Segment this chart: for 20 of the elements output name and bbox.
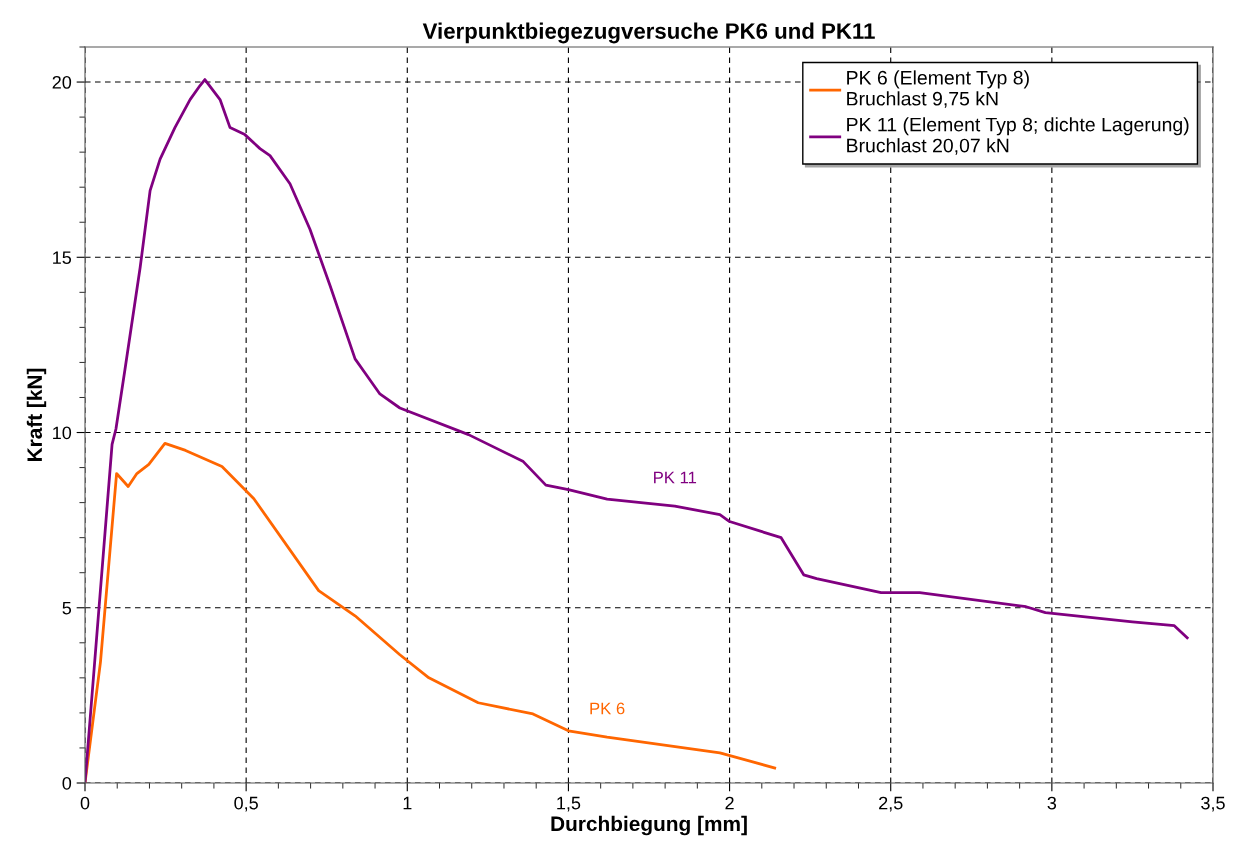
x-axis-title: Durchbiegung [mm] <box>551 815 747 836</box>
x-tick-label: 3,5 <box>1201 796 1225 812</box>
y-tick-label: 0 <box>62 776 72 790</box>
legend-label: PK 6 (Element Typ 8) Bruchlast 9,75 kN <box>847 70 1029 108</box>
chart-title: Vierpunktbiegezugversuche PK6 und PK11 <box>422 22 875 44</box>
y-tick-label: 20 <box>52 75 72 89</box>
x-tick-label: 1 <box>403 796 412 810</box>
y-axis-title: Kraft [kN] <box>26 368 47 462</box>
y-tick-label: 5 <box>62 601 72 615</box>
x-tick-label: 0,5 <box>234 796 258 812</box>
annotation: PK 11 <box>654 471 697 484</box>
x-tick-label: 1,5 <box>557 796 581 812</box>
y-tick-label: 10 <box>53 426 72 440</box>
legend-label: PK 11 (Element Typ 8; dichte Lagerung) Bruchlast 20,07 kN <box>847 117 1189 155</box>
y-tick-label: 15 <box>53 251 72 265</box>
x-tick-label: 2 <box>725 796 734 810</box>
x-tick-label: 2,5 <box>879 796 903 812</box>
x-tick-label: 0 <box>80 796 90 810</box>
x-tick-label: 3 <box>1047 796 1057 810</box>
annotation: PK 6 <box>590 702 625 715</box>
